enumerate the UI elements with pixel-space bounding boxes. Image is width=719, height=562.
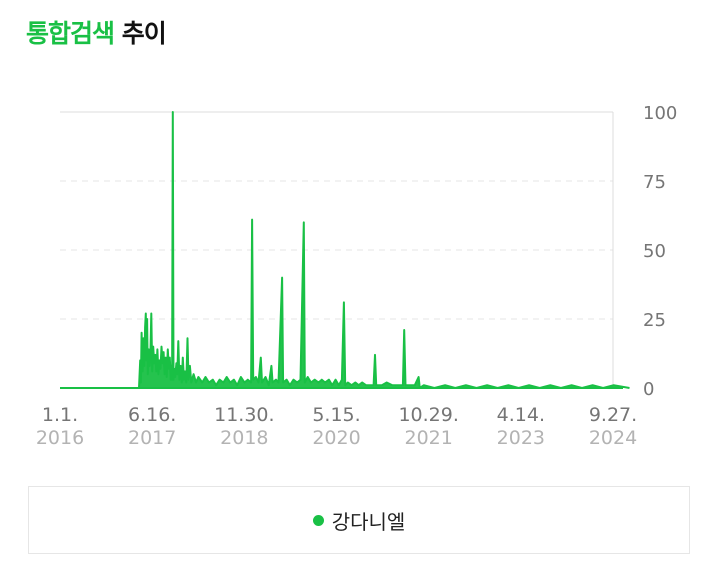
y-tick-label: 0	[643, 379, 654, 400]
y-axis: 0 25 50 75 100	[643, 103, 677, 400]
y-tick-label: 75	[643, 172, 666, 193]
x-tick-year-label: 2018	[220, 427, 268, 449]
x-tick-label: 6.16.	[128, 404, 176, 426]
y-tick-label: 50	[643, 241, 666, 262]
chart-title: 통합검색 추이	[26, 14, 167, 50]
trend-chart: 0 25 50 75 100 1.1.2016 6.16.2017 11.30.2018 5.…	[36, 103, 678, 449]
legend-item[interactable]: 강다니엘	[29, 487, 689, 553]
x-tick-year-label: 2021	[404, 427, 452, 449]
x-tick-label: 5.15.	[312, 404, 360, 426]
title-rest: 추이	[121, 19, 167, 48]
y-tick-label: 100	[643, 103, 677, 124]
x-tick-year-label: 2016	[36, 427, 84, 449]
series-layer	[60, 111, 630, 389]
title-accent: 통합검색	[26, 19, 115, 48]
x-tick-label: 4.14.	[497, 404, 545, 426]
x-tick-year-label: 2024	[589, 427, 637, 449]
x-tick-year-label: 2017	[128, 427, 176, 449]
y-tick-label: 25	[643, 310, 666, 331]
series-line	[60, 111, 630, 389]
x-tick-label: 10.29.	[398, 404, 458, 426]
x-axis: 1.1.2016 6.16.2017 11.30.2018 5.15.2020 10.2…	[36, 404, 637, 449]
x-tick-label: 1.1.	[42, 404, 78, 426]
legend-label: 강다니엘	[331, 509, 406, 534]
x-tick-year-label: 2023	[497, 427, 545, 449]
legend: 강다니엘	[28, 486, 690, 554]
legend-dot-icon	[312, 514, 324, 526]
x-tick-label: 11.30.	[214, 404, 274, 426]
x-tick-label: 9.27.	[589, 404, 637, 426]
x-tick-year-label: 2020	[312, 427, 360, 449]
